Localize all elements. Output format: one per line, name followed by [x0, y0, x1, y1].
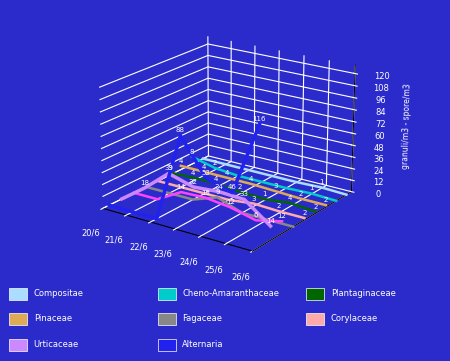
Text: Plantaginaceae: Plantaginaceae — [331, 289, 396, 298]
Text: Alternaria: Alternaria — [182, 340, 224, 349]
Text: Corylaceae: Corylaceae — [331, 314, 378, 323]
Bar — [158, 339, 176, 351]
Bar — [158, 288, 176, 300]
Text: Fagaceae: Fagaceae — [182, 314, 222, 323]
Text: Compositae: Compositae — [34, 289, 84, 298]
Text: Cheno-Amaranthaceae: Cheno-Amaranthaceae — [182, 289, 279, 298]
Bar — [9, 339, 27, 351]
Bar — [9, 313, 27, 325]
Text: Urticaceae: Urticaceae — [34, 340, 79, 349]
Bar — [158, 313, 176, 325]
Bar — [306, 288, 324, 300]
Bar — [9, 288, 27, 300]
Text: Pinaceae: Pinaceae — [34, 314, 72, 323]
Bar — [306, 313, 324, 325]
